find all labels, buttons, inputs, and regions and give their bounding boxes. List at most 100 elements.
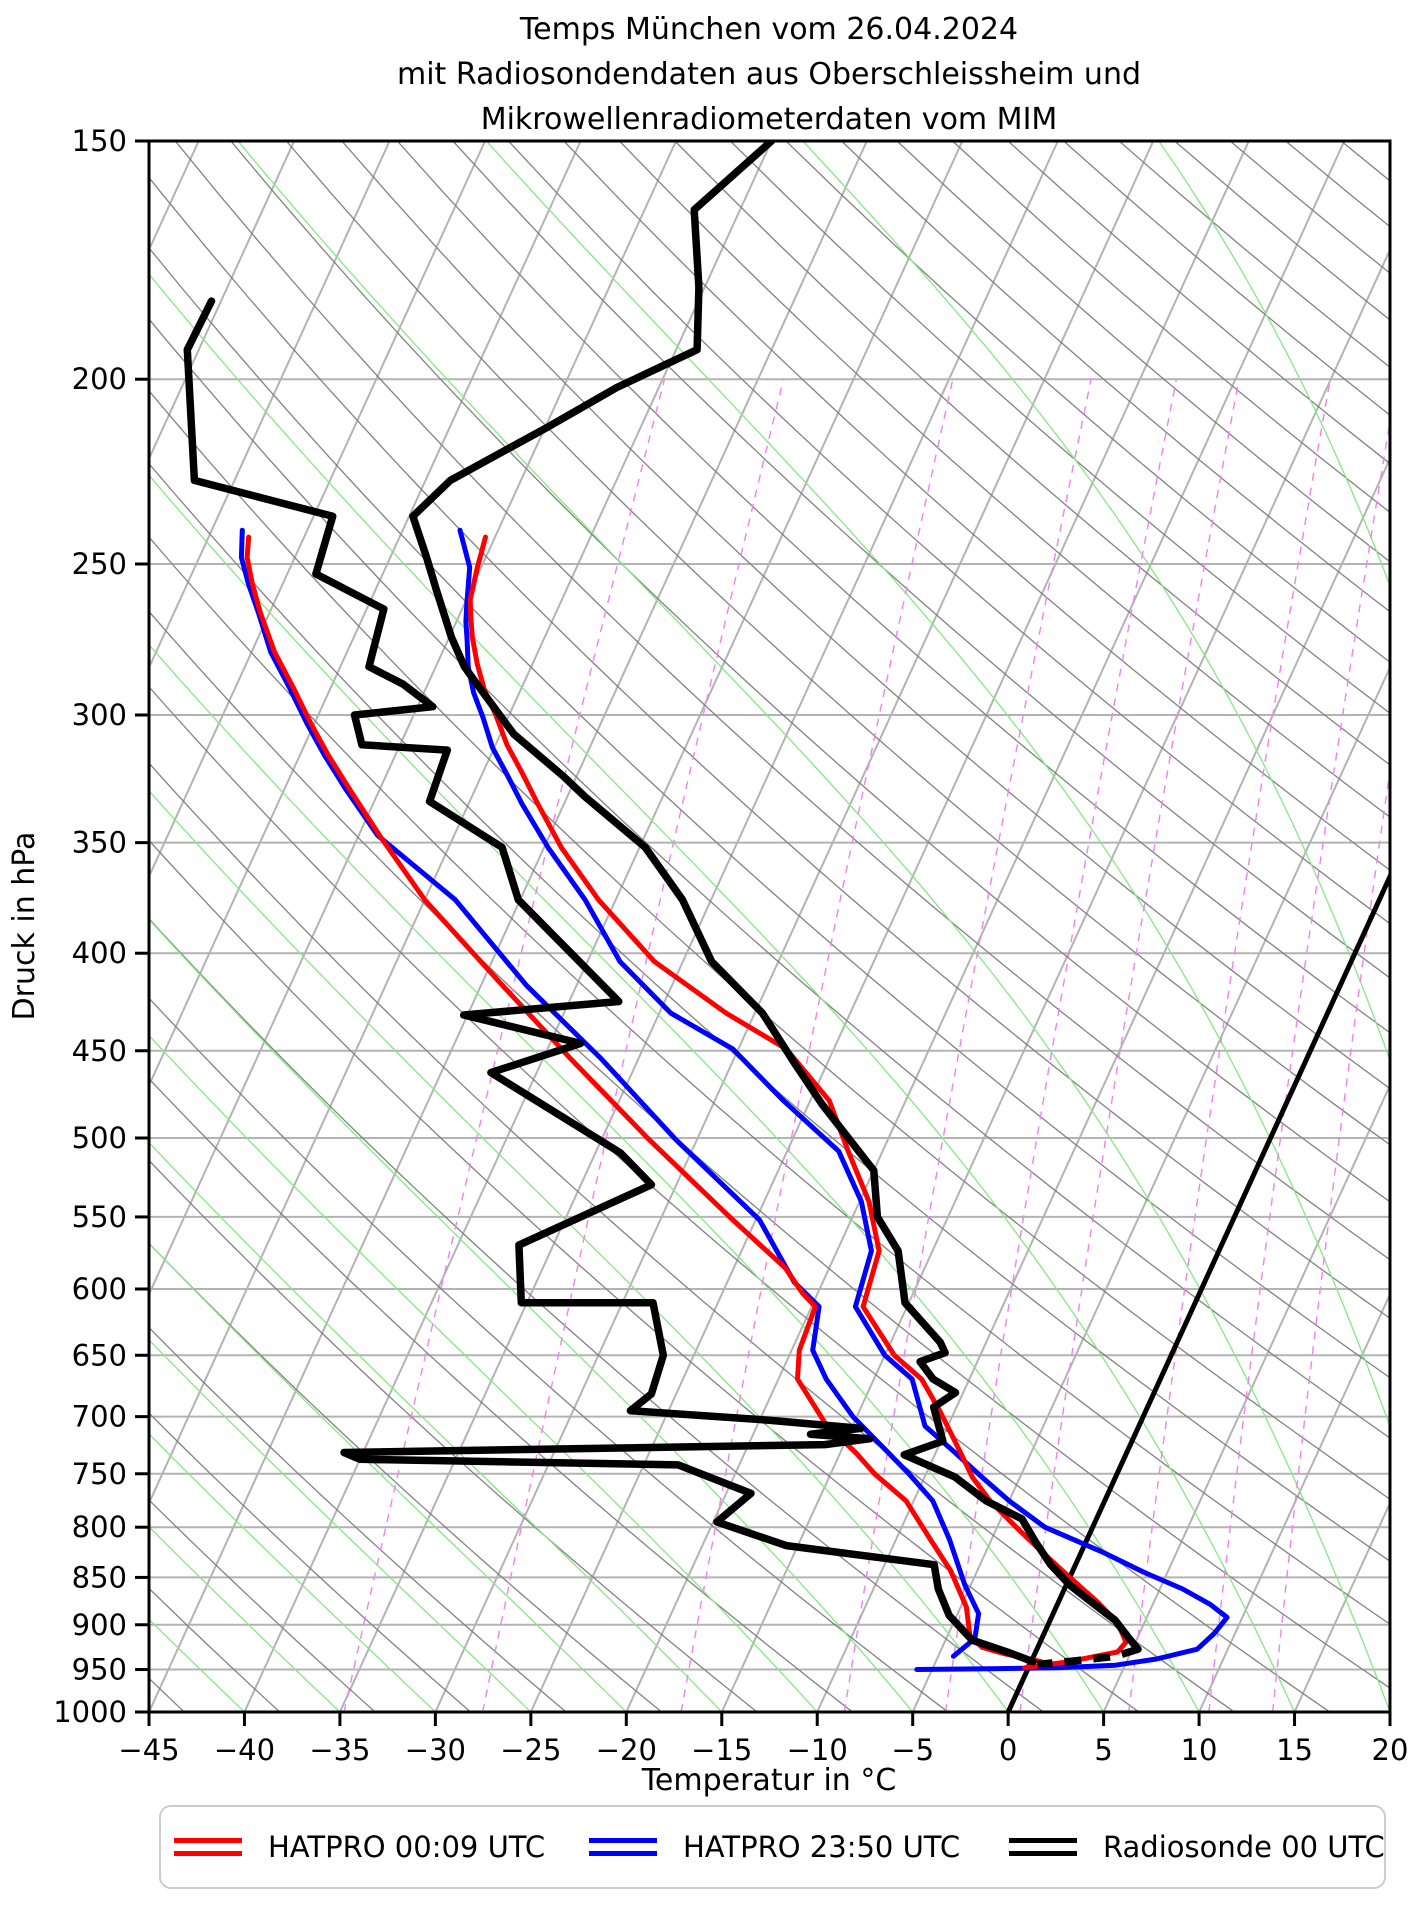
x-tick-label--45: −45 (118, 1733, 179, 1767)
isotherm--75C (149, 141, 296, 462)
isotherm--50C (149, 141, 773, 1506)
dry-adiabat-theta-330K (174, 141, 1390, 1261)
mixing-ratio-line-10gkg (1272, 766, 1390, 1712)
y-tick-label-550: 550 (72, 1200, 127, 1234)
mixing-ratio-line-1gkg (680, 379, 954, 1712)
legend-label-radiosonde: Radiosonde 00 UTC (1103, 1830, 1385, 1864)
y-tick-label-250: 250 (72, 547, 127, 581)
dry-adiabat-theta-360K (507, 141, 1390, 925)
background-grid (149, 141, 1427, 1712)
dry-adiabat-theta-335K (230, 141, 1390, 1203)
legend: HATPRO 00:09 UTC HATPRO 23:50 UTC Radios… (159, 1805, 1386, 1889)
x-tick-label--40: −40 (214, 1733, 275, 1767)
dry-adiabat-theta-350K (396, 141, 1390, 1034)
dry-adiabat-theta-415K (1118, 141, 1390, 369)
x-tick-label--10: −10 (787, 1733, 848, 1767)
chart-title-line1: Temps München vom 26.04.2024 (519, 12, 1018, 47)
legend-swatch-radiosonde (1009, 1835, 1077, 1859)
legend-label-hatpro-0009: HATPRO 00:09 UTC (268, 1830, 546, 1864)
dry-adiabat-theta-245K (149, 1412, 472, 1712)
dry-adiabat-theta-315K (149, 318, 1390, 1439)
x-axis-label: Temperatur in °C (641, 1763, 897, 1798)
y-tick-label-200: 200 (72, 362, 127, 396)
chart-title-line2: mit Radiosondendaten aus Oberschleisshei… (397, 57, 1141, 92)
legend-entry-radiosonde: Radiosonde 00 UTC (1009, 1807, 1385, 1887)
mixing-ratio-line-4gkg (1019, 379, 1240, 1712)
y-tick-label-950: 950 (72, 1653, 127, 1687)
isotherm-10C (1198, 1291, 1390, 1712)
moist-adiabat-thetaw--30C (149, 1433, 437, 1712)
isotherm--70C (149, 141, 391, 670)
mixing-ratio-line-0.2gkg (343, 379, 666, 1712)
dry-adiabat-theta-395K (896, 141, 1390, 563)
dry-adiabat-theta-345K (341, 141, 1390, 1090)
series-black_td (183, 297, 1037, 1666)
isotherm--40C (243, 141, 964, 1712)
mixing-ratio-line-8gkg (1208, 417, 1390, 1712)
dry-adiabat-theta-390K (840, 141, 1390, 613)
isotherm--5C (911, 665, 1390, 1712)
moist-adiabat-thetaw-5C (149, 643, 1105, 1712)
isotherm--55C (149, 141, 677, 1297)
y-tick-label-700: 700 (72, 1400, 127, 1434)
legend-entry-hatpro-2350: HATPRO 23:50 UTC (589, 1807, 960, 1887)
x-tick-label--5: −5 (891, 1733, 934, 1767)
dry-adiabat-theta-285K (149, 762, 1236, 1712)
x-tick-label-0: 0 (999, 1733, 1017, 1767)
dry-adiabat-theta-275K (149, 917, 1045, 1712)
zero-isotherm (1005, 870, 1390, 1712)
isotherm-15C (1293, 1500, 1390, 1712)
isotherm-5C (1102, 1082, 1390, 1712)
mixing-ratio-line-0.4gkg (481, 379, 785, 1712)
y-tick-label-600: 600 (72, 1272, 127, 1306)
series-black_t (409, 141, 1142, 1653)
moist-adiabat-thetaw-20C (237, 141, 1390, 1712)
legend-entry-hatpro-0009: HATPRO 00:09 UTC (174, 1807, 545, 1887)
dry-adiabat-theta-440K (1397, 141, 1427, 1712)
dry-adiabat-theta-355K (452, 141, 1390, 979)
x-tick-label-5: 5 (1094, 1733, 1112, 1767)
x-tick-label-15: 15 (1276, 1733, 1313, 1767)
isotherm--60C (149, 141, 582, 1088)
dry-adiabat-theta-280K (149, 839, 1140, 1712)
isotherm--45C (149, 141, 868, 1712)
dry-adiabat-theta-425K (1229, 141, 1390, 275)
y-tick-label-450: 450 (72, 1034, 127, 1068)
moist-adiabat-thetaw-15C (149, 273, 1296, 1712)
y-tick-label-800: 800 (72, 1510, 127, 1544)
x-tick-label--15: −15 (691, 1733, 752, 1767)
dry-adiabat-theta-370K (618, 141, 1390, 819)
isotherm--15C (720, 247, 1390, 1712)
y-tick-label-1000: 1000 (53, 1695, 127, 1729)
dry-adiabat-theta-375K (674, 141, 1390, 766)
series-blue_td (238, 527, 982, 1659)
dry-adiabat-theta-385K (785, 141, 1390, 664)
series-red_t (467, 534, 1129, 1671)
dry-adiabat-theta-295K (149, 610, 1390, 1689)
moist-adiabat-thetaw-25C (485, 141, 1390, 1429)
y-tick-label-350: 350 (72, 826, 127, 860)
dry-adiabat-theta-240K (149, 1499, 376, 1712)
x-tick-label--35: −35 (309, 1733, 370, 1767)
dry-adiabat-theta-435K (1340, 141, 1390, 182)
y-tick-label-900: 900 (72, 1608, 127, 1642)
dry-adiabat-theta-260K (149, 1159, 758, 1712)
y-tick-label-750: 750 (72, 1457, 127, 1491)
dry-adiabat-theta-325K (149, 176, 1390, 1320)
dry-adiabat-theta-270K (149, 997, 949, 1712)
plot-frame (147, 139, 1392, 1714)
dry-adiabat-theta-300K (149, 536, 1390, 1626)
isotherm-20C (1389, 1709, 1390, 1712)
dry-adiabat-theta-405K (1007, 141, 1390, 465)
dry-adiabat-theta-310K (149, 389, 1390, 1500)
x-tick-label--30: −30 (405, 1733, 466, 1767)
x-tick-label--25: −25 (500, 1733, 561, 1767)
x-tick-label-20: 20 (1372, 1733, 1409, 1767)
axes-frame-and-ticks: 1502002503003504004505005506006507007508… (53, 124, 1408, 1767)
moist-adiabat-thetaw-0C (149, 789, 1009, 1712)
dry-adiabat-theta-365K (563, 141, 1390, 872)
dry-adiabat-theta-305K (149, 462, 1390, 1562)
y-tick-label-500: 500 (72, 1121, 127, 1155)
moist-adiabat-thetaw--35C (149, 1525, 341, 1712)
